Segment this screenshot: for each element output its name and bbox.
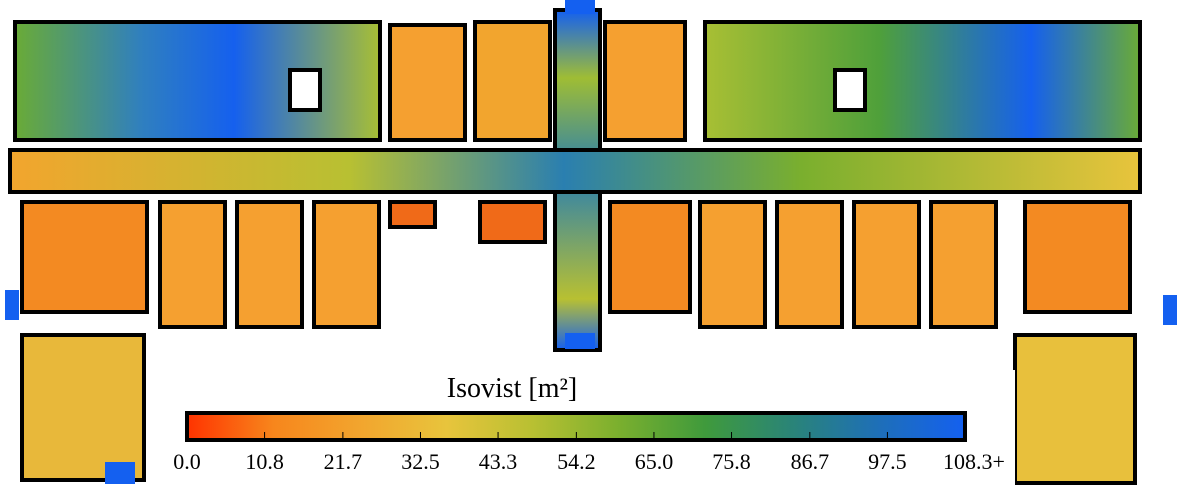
room bbox=[22, 202, 147, 312]
tick-label: 0.0 bbox=[173, 449, 201, 474]
room bbox=[1015, 335, 1135, 483]
tick-label: 43.3 bbox=[479, 449, 518, 474]
tick-label: 21.7 bbox=[324, 449, 363, 474]
tick-label: 32.5 bbox=[401, 449, 440, 474]
room bbox=[854, 202, 919, 327]
tick-label: 86.7 bbox=[791, 449, 830, 474]
tick-label: 75.8 bbox=[712, 449, 751, 474]
room bbox=[22, 335, 144, 480]
room bbox=[700, 202, 765, 327]
tick-label: 65.0 bbox=[635, 449, 674, 474]
void bbox=[835, 70, 865, 110]
room bbox=[314, 202, 379, 327]
room bbox=[777, 202, 842, 327]
door bbox=[565, 0, 595, 14]
void bbox=[290, 70, 320, 110]
right-wing bbox=[705, 22, 1140, 140]
room bbox=[931, 202, 996, 327]
corridor bbox=[10, 150, 1140, 192]
door bbox=[5, 290, 19, 320]
door bbox=[565, 333, 595, 349]
tick-label: 10.8 bbox=[245, 449, 284, 474]
isovist-map: Isovist [m²] 0.0 10.8 21.7 32.5 43.3 54.2 65.0… bbox=[0, 0, 1180, 498]
room bbox=[475, 22, 550, 140]
room bbox=[237, 202, 302, 327]
colorbar-title: Isovist [m²] bbox=[447, 373, 578, 404]
tick-label: 108.3+ bbox=[943, 449, 1005, 474]
door bbox=[1163, 295, 1177, 325]
tick-label: 97.5 bbox=[868, 449, 907, 474]
door bbox=[105, 462, 135, 484]
room bbox=[480, 202, 545, 242]
room bbox=[610, 202, 690, 312]
tick-label: 54.2 bbox=[557, 449, 596, 474]
room bbox=[605, 22, 685, 140]
left-wing bbox=[15, 22, 380, 140]
room bbox=[390, 25, 465, 140]
room bbox=[160, 202, 225, 327]
room bbox=[1025, 202, 1130, 312]
room bbox=[390, 202, 435, 227]
